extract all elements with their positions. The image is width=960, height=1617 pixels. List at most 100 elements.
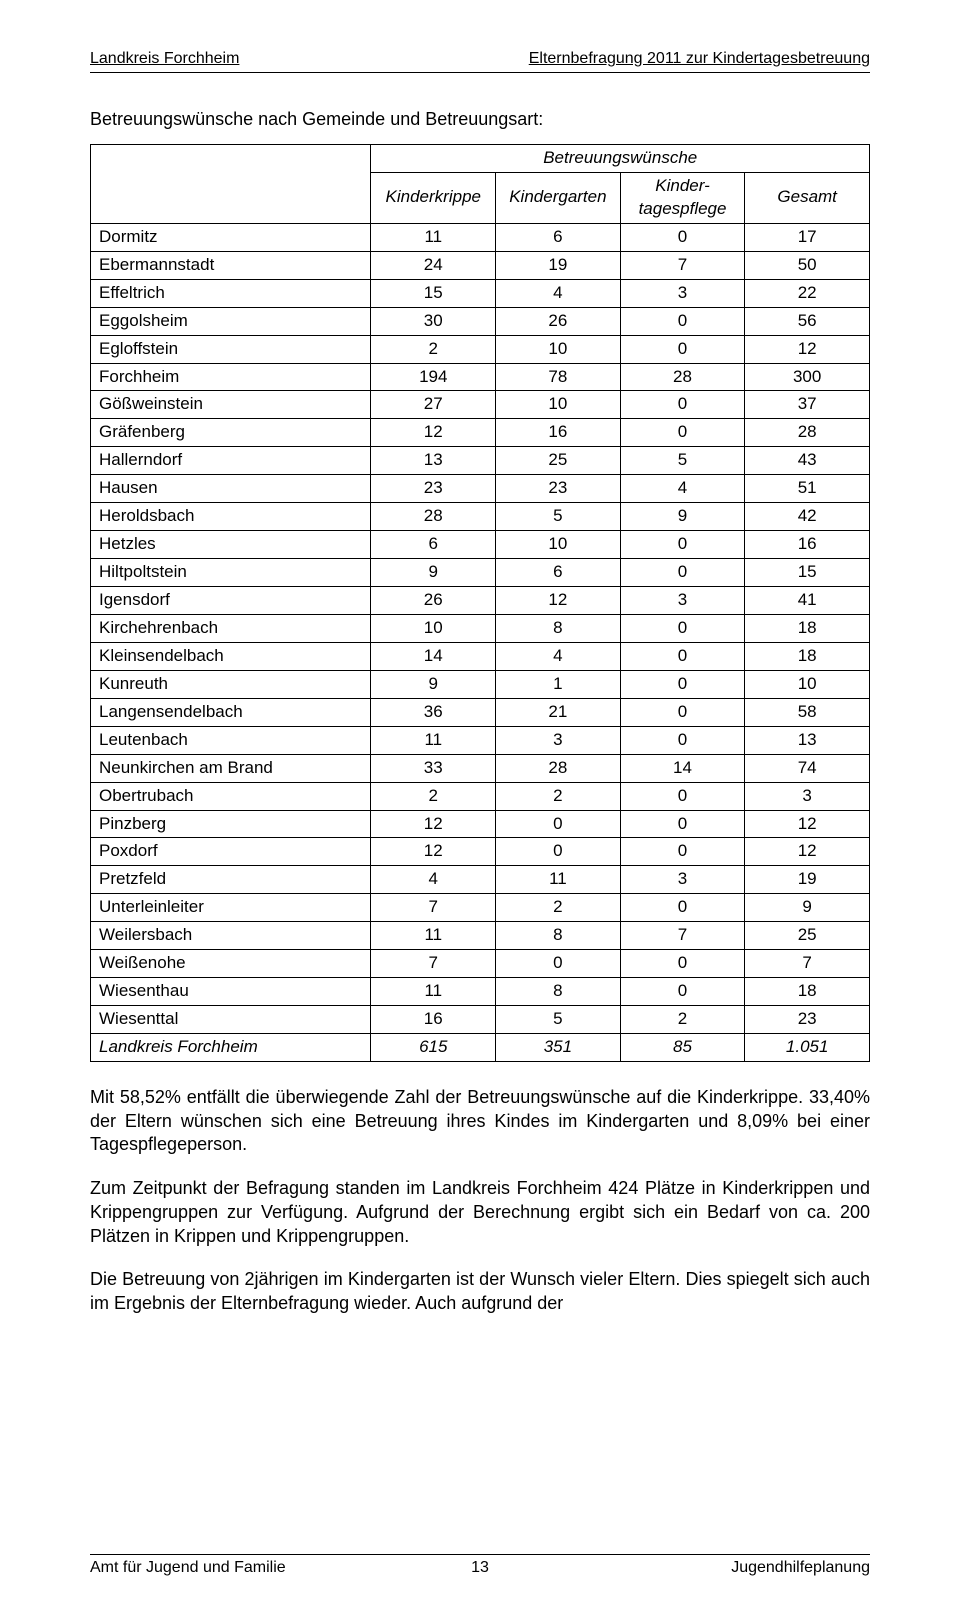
row-value: 42 [745,503,870,531]
table-row: Weißenohe7007 [91,950,870,978]
table-row: Weilersbach118725 [91,922,870,950]
table-row: Hetzles610016 [91,531,870,559]
row-label: Weißenohe [91,950,371,978]
row-label: Gößweinstein [91,391,371,419]
row-value: 2 [371,335,496,363]
body-paragraphs: Mit 58,52% entfällt die überwiegende Zah… [90,1086,870,1316]
row-label: Wiesenttal [91,1006,371,1034]
row-label: Neunkirchen am Brand [91,754,371,782]
row-label: Weilersbach [91,922,371,950]
row-value: 7 [620,251,745,279]
row-label: Pinzberg [91,810,371,838]
row-value: 7 [620,922,745,950]
row-value: 12 [745,838,870,866]
row-label: Hallerndorf [91,447,371,475]
row-value: 14 [371,642,496,670]
table-row: Pretzfeld411319 [91,866,870,894]
row-value: 7 [745,950,870,978]
row-value: 56 [745,307,870,335]
section-title: Betreuungswünsche nach Gemeinde und Betr… [90,109,870,130]
row-value: 21 [496,698,621,726]
row-value: 0 [620,223,745,251]
row-value: 23 [371,475,496,503]
table-row: Pinzberg120012 [91,810,870,838]
row-value: 194 [371,363,496,391]
row-label: Heroldsbach [91,503,371,531]
table-row: Leutenbach113013 [91,726,870,754]
row-value: 3 [620,587,745,615]
row-value: 51 [745,475,870,503]
summary-label: Landkreis Forchheim [91,1034,371,1062]
row-value: 0 [620,782,745,810]
table-row: Gößweinstein2710037 [91,391,870,419]
row-value: 37 [745,391,870,419]
row-value: 0 [620,978,745,1006]
row-value: 14 [620,754,745,782]
row-label: Hiltpoltstein [91,559,371,587]
row-value: 13 [745,726,870,754]
row-label: Egloffstein [91,335,371,363]
row-value: 11 [371,978,496,1006]
summary-value: 351 [496,1034,621,1062]
row-value: 15 [745,559,870,587]
row-value: 22 [745,279,870,307]
row-value: 4 [496,279,621,307]
row-value: 0 [496,810,621,838]
row-value: 2 [496,782,621,810]
row-value: 4 [496,642,621,670]
header-left: Landkreis Forchheim [90,50,239,68]
table-row: Langensendelbach3621058 [91,698,870,726]
table-super-header-row: Betreuungswünsche [91,145,870,173]
table-row: Kirchehrenbach108018 [91,614,870,642]
row-value: 0 [620,894,745,922]
header-right: Elternbefragung 2011 zur Kindertagesbetr… [529,50,870,68]
row-value: 0 [620,950,745,978]
row-value: 3 [745,782,870,810]
row-value: 8 [496,614,621,642]
row-value: 43 [745,447,870,475]
row-label: Langensendelbach [91,698,371,726]
row-label: Forchheim [91,363,371,391]
row-label: Ebermannstadt [91,251,371,279]
row-value: 8 [496,922,621,950]
row-value: 0 [620,810,745,838]
row-value: 2 [620,1006,745,1034]
row-value: 25 [745,922,870,950]
row-value: 3 [496,726,621,754]
row-value: 3 [620,866,745,894]
row-value: 74 [745,754,870,782]
row-value: 9 [620,503,745,531]
row-value: 23 [496,475,621,503]
row-value: 0 [620,419,745,447]
table-row: Hiltpoltstein96015 [91,559,870,587]
row-value: 36 [371,698,496,726]
table-row: Eggolsheim3026056 [91,307,870,335]
care-wishes-table: Betreuungswünsche KinderkrippeKindergart… [90,144,870,1062]
row-value: 0 [496,838,621,866]
row-value: 16 [496,419,621,447]
table-row: Wiesenthau118018 [91,978,870,1006]
row-value: 0 [620,614,745,642]
row-value: 10 [371,614,496,642]
table-row: Kleinsendelbach144018 [91,642,870,670]
row-label: Leutenbach [91,726,371,754]
row-value: 19 [745,866,870,894]
row-value: 50 [745,251,870,279]
row-value: 7 [371,894,496,922]
row-label: Pretzfeld [91,866,371,894]
row-value: 2 [371,782,496,810]
row-value: 0 [620,335,745,363]
row-label: Unterleinleiter [91,894,371,922]
row-label: Igensdorf [91,587,371,615]
row-value: 1 [496,670,621,698]
row-value: 0 [620,726,745,754]
table-row: Forchheim1947828300 [91,363,870,391]
row-label: Gräfenberg [91,419,371,447]
row-value: 0 [620,559,745,587]
document-page: Landkreis Forchheim Elternbefragung 2011… [0,0,960,1617]
row-value: 28 [371,503,496,531]
row-value: 26 [371,587,496,615]
row-value: 5 [496,503,621,531]
row-value: 10 [496,335,621,363]
row-label: Obertrubach [91,782,371,810]
